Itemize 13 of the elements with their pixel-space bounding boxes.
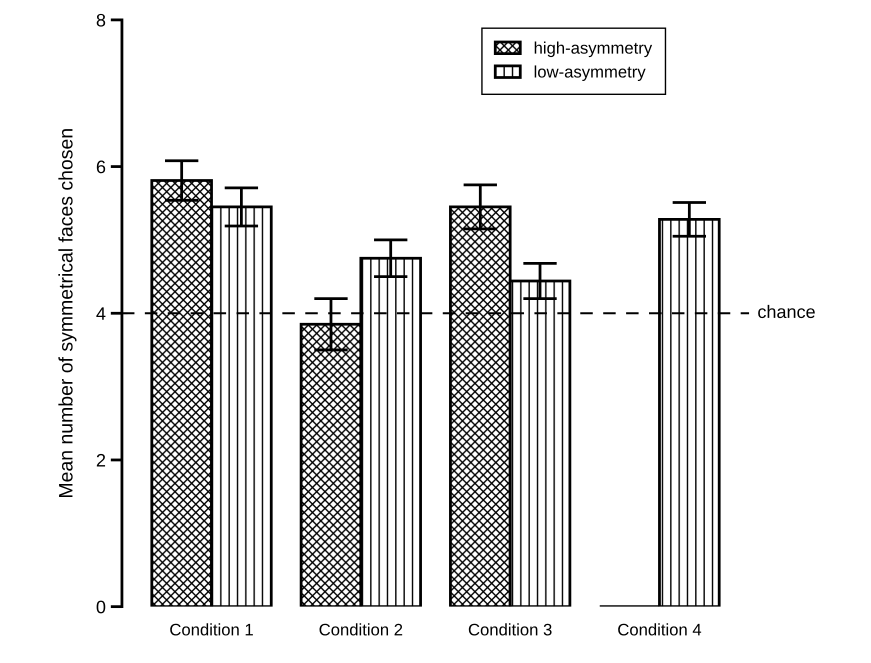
y-tick-label: 4 — [96, 307, 106, 320]
x-tick-label: Condition 3 — [468, 623, 552, 636]
y-tick-label: 8 — [96, 14, 106, 27]
y-tick-label: 2 — [96, 454, 106, 466]
x-tick-label: Condition 1 — [170, 623, 253, 636]
y-tick-label: 0 — [96, 600, 106, 614]
ref-line-label: chance — [758, 304, 815, 318]
x-tick-label: Condition 4 — [618, 623, 702, 636]
y-tick-label: 6 — [96, 160, 106, 174]
legend-label: low-asymmetry — [534, 65, 646, 81]
legend-label: high-asymmetry — [534, 42, 652, 58]
x-tick-label: Condition 2 — [320, 623, 402, 636]
y-axis-title: Mean number of symmetrical faces chosen — [58, 129, 76, 497]
